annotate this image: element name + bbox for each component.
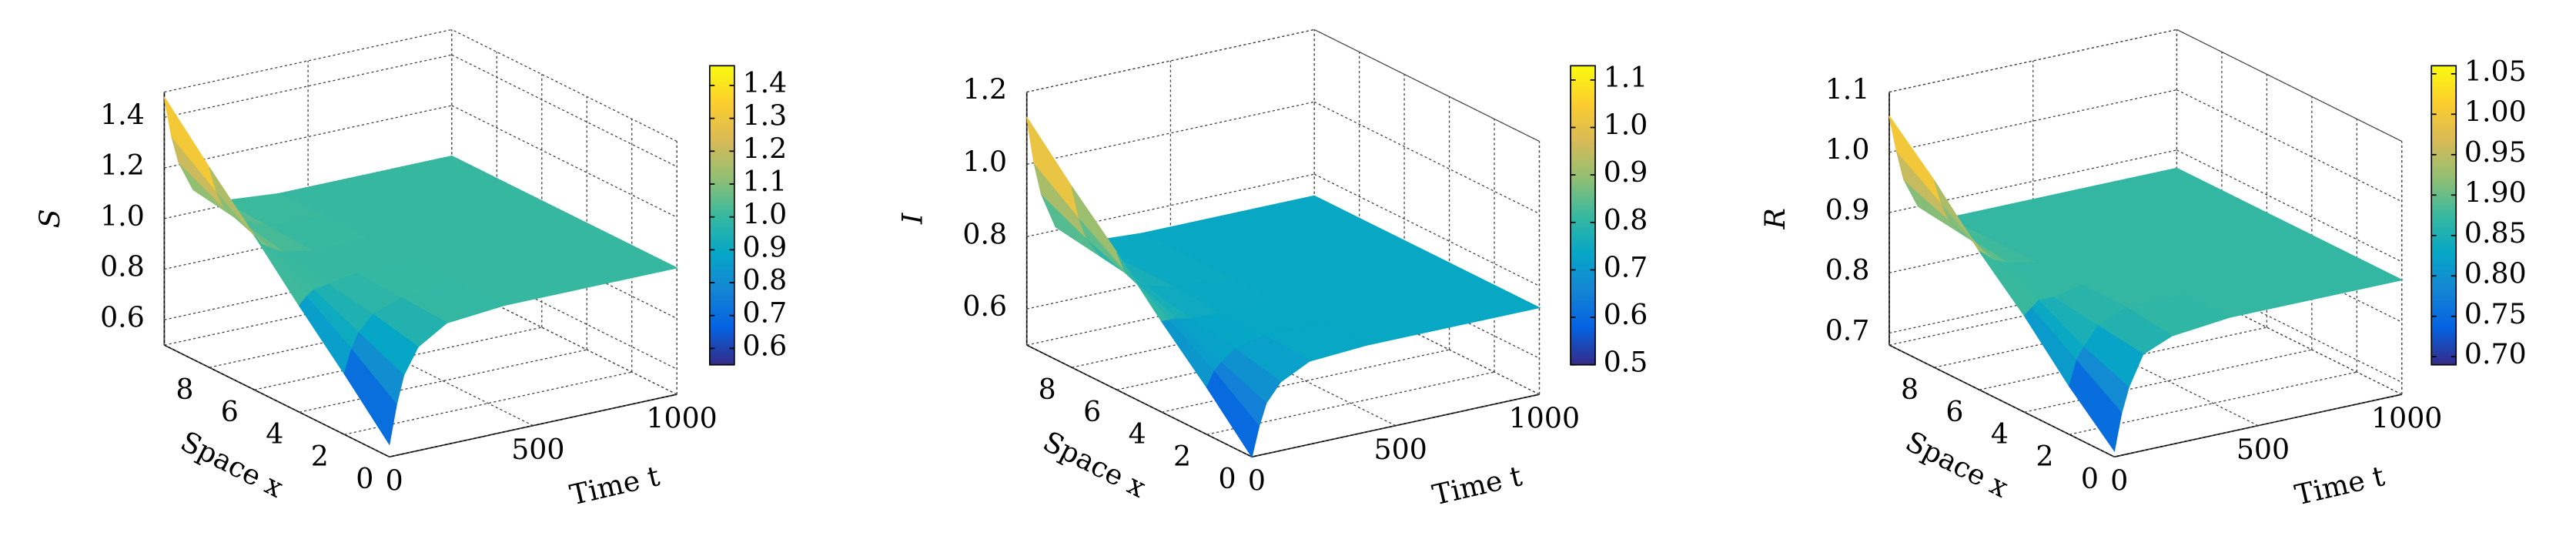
z-grid-line bbox=[451, 54, 677, 167]
x-tick-label: 2 bbox=[2036, 440, 2053, 473]
z-grid-line bbox=[1313, 173, 1540, 286]
x-tick-label: 8 bbox=[1039, 373, 1056, 406]
z-tick-label: 1.0 bbox=[100, 199, 145, 233]
x-tick-label: 6 bbox=[1083, 395, 1101, 428]
z-axis-label: S bbox=[33, 209, 66, 228]
colorbar bbox=[1570, 65, 1596, 366]
t-tick-label: 1000 bbox=[2371, 401, 2442, 434]
colorbar-tick-label: 0.85 bbox=[2464, 216, 2527, 250]
colorbar-tick-label: 0.75 bbox=[2464, 297, 2527, 330]
colorbar-tick-label: 0.9 bbox=[1604, 156, 1648, 189]
colorbar-tick-label: 1.0 bbox=[1604, 108, 1648, 141]
box-edge bbox=[451, 28, 677, 142]
colorbar-tick-label: 0.95 bbox=[2464, 136, 2527, 169]
colorbar-tick-label: 1.05 bbox=[2464, 55, 2527, 88]
z-grid-line bbox=[1313, 28, 1540, 142]
t-tick-label: 0 bbox=[2110, 464, 2128, 497]
surface-cell bbox=[343, 348, 397, 446]
colorbar-tick-label: 0.5 bbox=[1604, 346, 1648, 379]
z-tick-label: 0.8 bbox=[1825, 253, 1870, 286]
z-axis-label: R bbox=[1758, 208, 1791, 229]
x-tick-label: 2 bbox=[311, 440, 329, 473]
z-tick-label: 1.2 bbox=[962, 73, 1007, 106]
z-grid-line bbox=[1313, 101, 1540, 214]
colorbar-tick-label: 1.90 bbox=[2464, 176, 2527, 209]
colorbar-tick-label: 0.6 bbox=[1604, 298, 1648, 331]
z-tick-label: 0.9 bbox=[1825, 193, 1870, 226]
z-grid-line bbox=[1889, 28, 2177, 93]
colorbar-tick-label: 1.1 bbox=[1604, 61, 1648, 94]
x-tick-label: 4 bbox=[266, 417, 283, 451]
colorbar-tick-label: 0.70 bbox=[2464, 337, 2527, 370]
t-tick-label: 0 bbox=[1248, 464, 1266, 497]
box-edge bbox=[1026, 28, 1315, 93]
x-tick-label: 0 bbox=[356, 462, 373, 495]
z-grid-line bbox=[1026, 28, 1315, 93]
surface-cell bbox=[2069, 359, 2123, 453]
t-tick-label: 1000 bbox=[646, 401, 717, 434]
z-tick-label: 0.7 bbox=[1825, 313, 1870, 347]
colorbar-tick-label: 0.8 bbox=[743, 263, 788, 296]
box-edge bbox=[164, 28, 452, 93]
colorbar-tick-label: 0.80 bbox=[2464, 256, 2527, 290]
x-tick-label: 4 bbox=[1991, 417, 2009, 451]
x-tick-label: 2 bbox=[1173, 440, 1191, 473]
x-tick-label: 6 bbox=[1945, 395, 1963, 428]
z-tick-label: 1.0 bbox=[1825, 133, 1870, 166]
z-tick-label: 0.8 bbox=[100, 250, 145, 283]
colorbar-tick-label: 1.00 bbox=[2464, 95, 2527, 128]
z-tick-label: 1.0 bbox=[962, 145, 1007, 178]
t-grid-line bbox=[164, 344, 390, 457]
z-tick-label: 1.2 bbox=[100, 149, 145, 182]
z-grid-line bbox=[2176, 89, 2403, 203]
colorbar-tick-label: 1.2 bbox=[743, 132, 788, 165]
colorbar-tick-label: 0.9 bbox=[743, 230, 788, 263]
z-tick-label: 1.1 bbox=[1825, 73, 1870, 106]
t-axis-label: Time t bbox=[567, 459, 663, 511]
colorbar-tick-label: 1.1 bbox=[743, 165, 788, 198]
x-tick-label: 8 bbox=[1901, 373, 1919, 406]
t-tick-label: 1000 bbox=[1509, 401, 1580, 434]
colorbar-tick-label: 0.8 bbox=[1604, 203, 1648, 236]
t-grid-line bbox=[1026, 344, 1253, 457]
x-tick-label: 0 bbox=[2081, 462, 2099, 495]
surface-cell bbox=[1206, 370, 1260, 458]
z-tick-label: 0.6 bbox=[100, 300, 145, 333]
t-tick-label: 0 bbox=[386, 464, 403, 497]
x-tick-label: 6 bbox=[221, 395, 239, 428]
colorbar-tick-label: 1.3 bbox=[743, 99, 788, 132]
box-edge bbox=[1889, 28, 2177, 93]
x-tick-label: 0 bbox=[1219, 462, 1236, 495]
z-grid-line bbox=[2176, 149, 2403, 263]
t-axis-label: Time t bbox=[2292, 459, 2388, 511]
z-tick-label: 1.4 bbox=[100, 98, 145, 131]
z-grid-line bbox=[451, 105, 677, 218]
t-tick-label: 500 bbox=[2236, 433, 2290, 466]
colorbar bbox=[2430, 65, 2457, 366]
x-tick-label: 8 bbox=[176, 373, 193, 406]
colorbar-tick-label: 1.4 bbox=[743, 66, 788, 99]
z-tick-label: 0.6 bbox=[962, 290, 1007, 323]
surface-cell bbox=[171, 136, 225, 208]
z-grid-line bbox=[2176, 28, 2403, 142]
t-grid-line bbox=[1889, 344, 2115, 457]
colorbar-tick-label: 0.7 bbox=[743, 296, 788, 330]
t-tick-label: 500 bbox=[511, 433, 564, 466]
colorbar-tick-label: 0.7 bbox=[1604, 250, 1648, 283]
colorbar bbox=[709, 65, 735, 366]
colorbar-tick-label: 0.6 bbox=[743, 329, 788, 362]
x-tick-label: 4 bbox=[1129, 417, 1146, 451]
t-tick-label: 500 bbox=[1374, 433, 1427, 466]
colorbar-tick-label: 1.0 bbox=[743, 198, 788, 231]
z-axis-label: I bbox=[896, 213, 929, 225]
z-tick-label: 0.8 bbox=[962, 217, 1007, 250]
t-axis-label: Time t bbox=[1429, 459, 1525, 511]
